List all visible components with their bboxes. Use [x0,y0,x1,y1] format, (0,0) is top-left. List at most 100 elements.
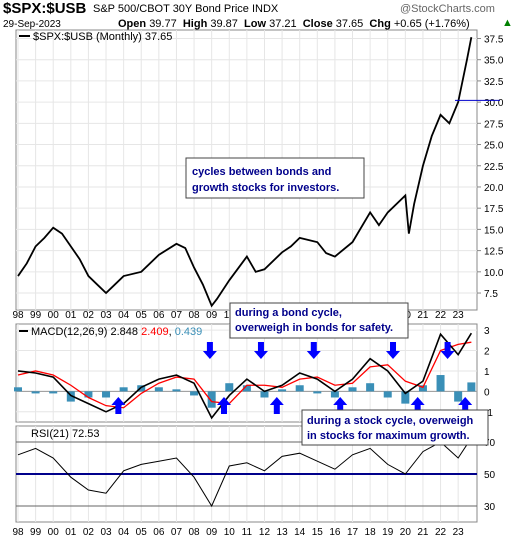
price-y-tick-label: 12.5 [484,247,504,258]
price-legend: $SPX:$USB (Monthly) 37.65 [33,31,172,43]
macd-histogram-bar [119,387,128,392]
annotation-box-stock [301,409,489,446]
rsi-line [17,437,472,508]
macd-histogram-bar [242,385,251,392]
blue-up-arrow-icon [216,397,231,414]
x-tick-label-mid: 08 [188,310,200,321]
open-value: 39.77 [149,18,177,30]
blue-up-arrow-icon [458,397,473,414]
low-label: Low [244,18,267,30]
x-tick-label-mid: 03 [100,310,112,321]
x-tick-label-mid: 21 [417,310,429,321]
x-tick-label-bottom: 99 [30,527,42,538]
chart-description: S&P 500/CBOT 30Y Bond Price INDX [93,3,279,15]
price-y-tick-label: 15.0 [484,225,504,236]
macd-histogram-bar [172,389,181,392]
macd-histogram-bar [418,385,427,392]
annotation-bond-line2: overweigh in bonds for safety. [235,322,393,334]
rsi-y-tick-label: 70 [484,438,496,449]
x-tick-label-bottom: 10 [224,527,236,538]
x-tick-label-mid: 05 [136,310,148,321]
price-y-tick-label: 17.5 [484,204,504,215]
x-tick-label-bottom: 00 [48,527,60,538]
x-tick-label-mid: 00 [48,310,60,321]
macd-histogram-bar [454,391,463,402]
x-tick-label-bottom: 19 [382,527,394,538]
chart-symbol: $SPX:$USB [3,0,87,17]
chart-date: 29-Sep-2023 [3,19,61,30]
price-y-tick-label: 25.0 [484,141,504,152]
rsi-y-tick-label: 30 [484,502,496,513]
x-tick-label-mid: 07 [171,310,183,321]
annotation-stock-line1: during a stock cycle, overweigh [307,415,474,427]
macd-histogram-bar [225,383,234,392]
x-tick-label-bottom: 18 [365,527,377,538]
macd-histogram-bar [31,391,40,394]
macd-histogram-bar [14,387,22,392]
x-tick-label-mid: 98 [12,310,24,321]
chg-value: +0.65 (+1.76%) [393,18,470,30]
x-tick-label-bottom: 07 [171,527,183,538]
x-tick-label-mid: 23 [453,310,465,321]
price-series-line [17,37,473,308]
blue-down-arrow-icon [440,342,455,359]
price-y-tick-label: 32.5 [484,77,504,88]
x-tick-label-bottom: 13 [277,527,289,538]
macd-signal-line [17,341,472,409]
high-value: 39.87 [210,18,238,30]
macd-histogram-bar [313,391,322,394]
macd-histogram-bar [383,391,392,398]
x-tick-label-mid: 06 [153,310,165,321]
price-y-tick-label: 22.5 [484,162,504,173]
macd-value-2: 2.409 [141,326,169,338]
price-y-tick-label: 20.0 [484,183,504,194]
annotation-stock-line2: in stocks for maximum growth. [307,430,470,442]
annotation-box-bond [229,302,409,339]
blue-up-arrow-icon [269,397,284,414]
macd-histogram-bar [330,391,339,398]
annotation-bond-line1: during a bond cycle, [235,307,342,319]
x-tick-label-mid: 02 [83,310,95,321]
macd-histogram-bar [278,389,287,392]
x-tick-label-mid: 09 [206,310,218,321]
macd-histogram-bar [84,391,93,398]
x-tick-label-mid: 99 [30,310,42,321]
macd-line [17,332,473,420]
ohlc-readout: Open 39.77 High 39.87 Low 37.21 Close 37… [118,18,470,30]
x-tick-label-bottom: 09 [206,527,218,538]
rsi-y-tick-label: 50 [484,470,496,481]
macd-histogram-bar [436,375,445,392]
macd-histogram-bar [190,391,199,396]
price-y-tick-label: 30.0 [484,98,504,109]
macd-histogram-bar [295,385,304,392]
blue-up-arrow-icon [111,397,126,414]
macd-y-tick-label: 0 [484,387,490,398]
x-tick-label-bottom: 08 [188,527,200,538]
macd-y-tick-label: 2 [484,347,490,358]
x-tick-label-bottom: 05 [136,527,148,538]
annotation-cycles-line1: cycles between bonds and [192,166,331,178]
open-label: Open [118,18,147,30]
macd-y-tick-label: 1 [484,367,490,378]
high-label: High [182,18,208,30]
macd-value-3: 0.439 [175,326,203,338]
x-tick-label-bottom: 98 [12,527,24,538]
x-tick-label-bottom: 02 [83,527,95,538]
macd-histogram-bar [260,391,269,398]
blue-down-arrow-icon [386,342,401,359]
x-tick-label-bottom: 12 [259,527,271,538]
brand-logo: @StockCharts.com [400,3,495,15]
macd-histogram-bar [207,391,216,408]
price-y-tick-label: 7.5 [484,289,498,300]
blue-up-arrow-icon [410,397,425,414]
x-tick-label-bottom: 14 [294,527,306,538]
x-tick-label-mid: 04 [118,310,130,321]
chg-label: Chg [369,18,391,30]
up-arrow-icon: ▲ [502,17,513,29]
macd-histogram-bar [154,387,163,392]
blue-down-arrow-icon [306,342,321,359]
macd-value-1: 2.848 [110,326,138,338]
x-tick-label-bottom: 01 [65,527,77,538]
macd-histogram-bar [366,383,375,392]
